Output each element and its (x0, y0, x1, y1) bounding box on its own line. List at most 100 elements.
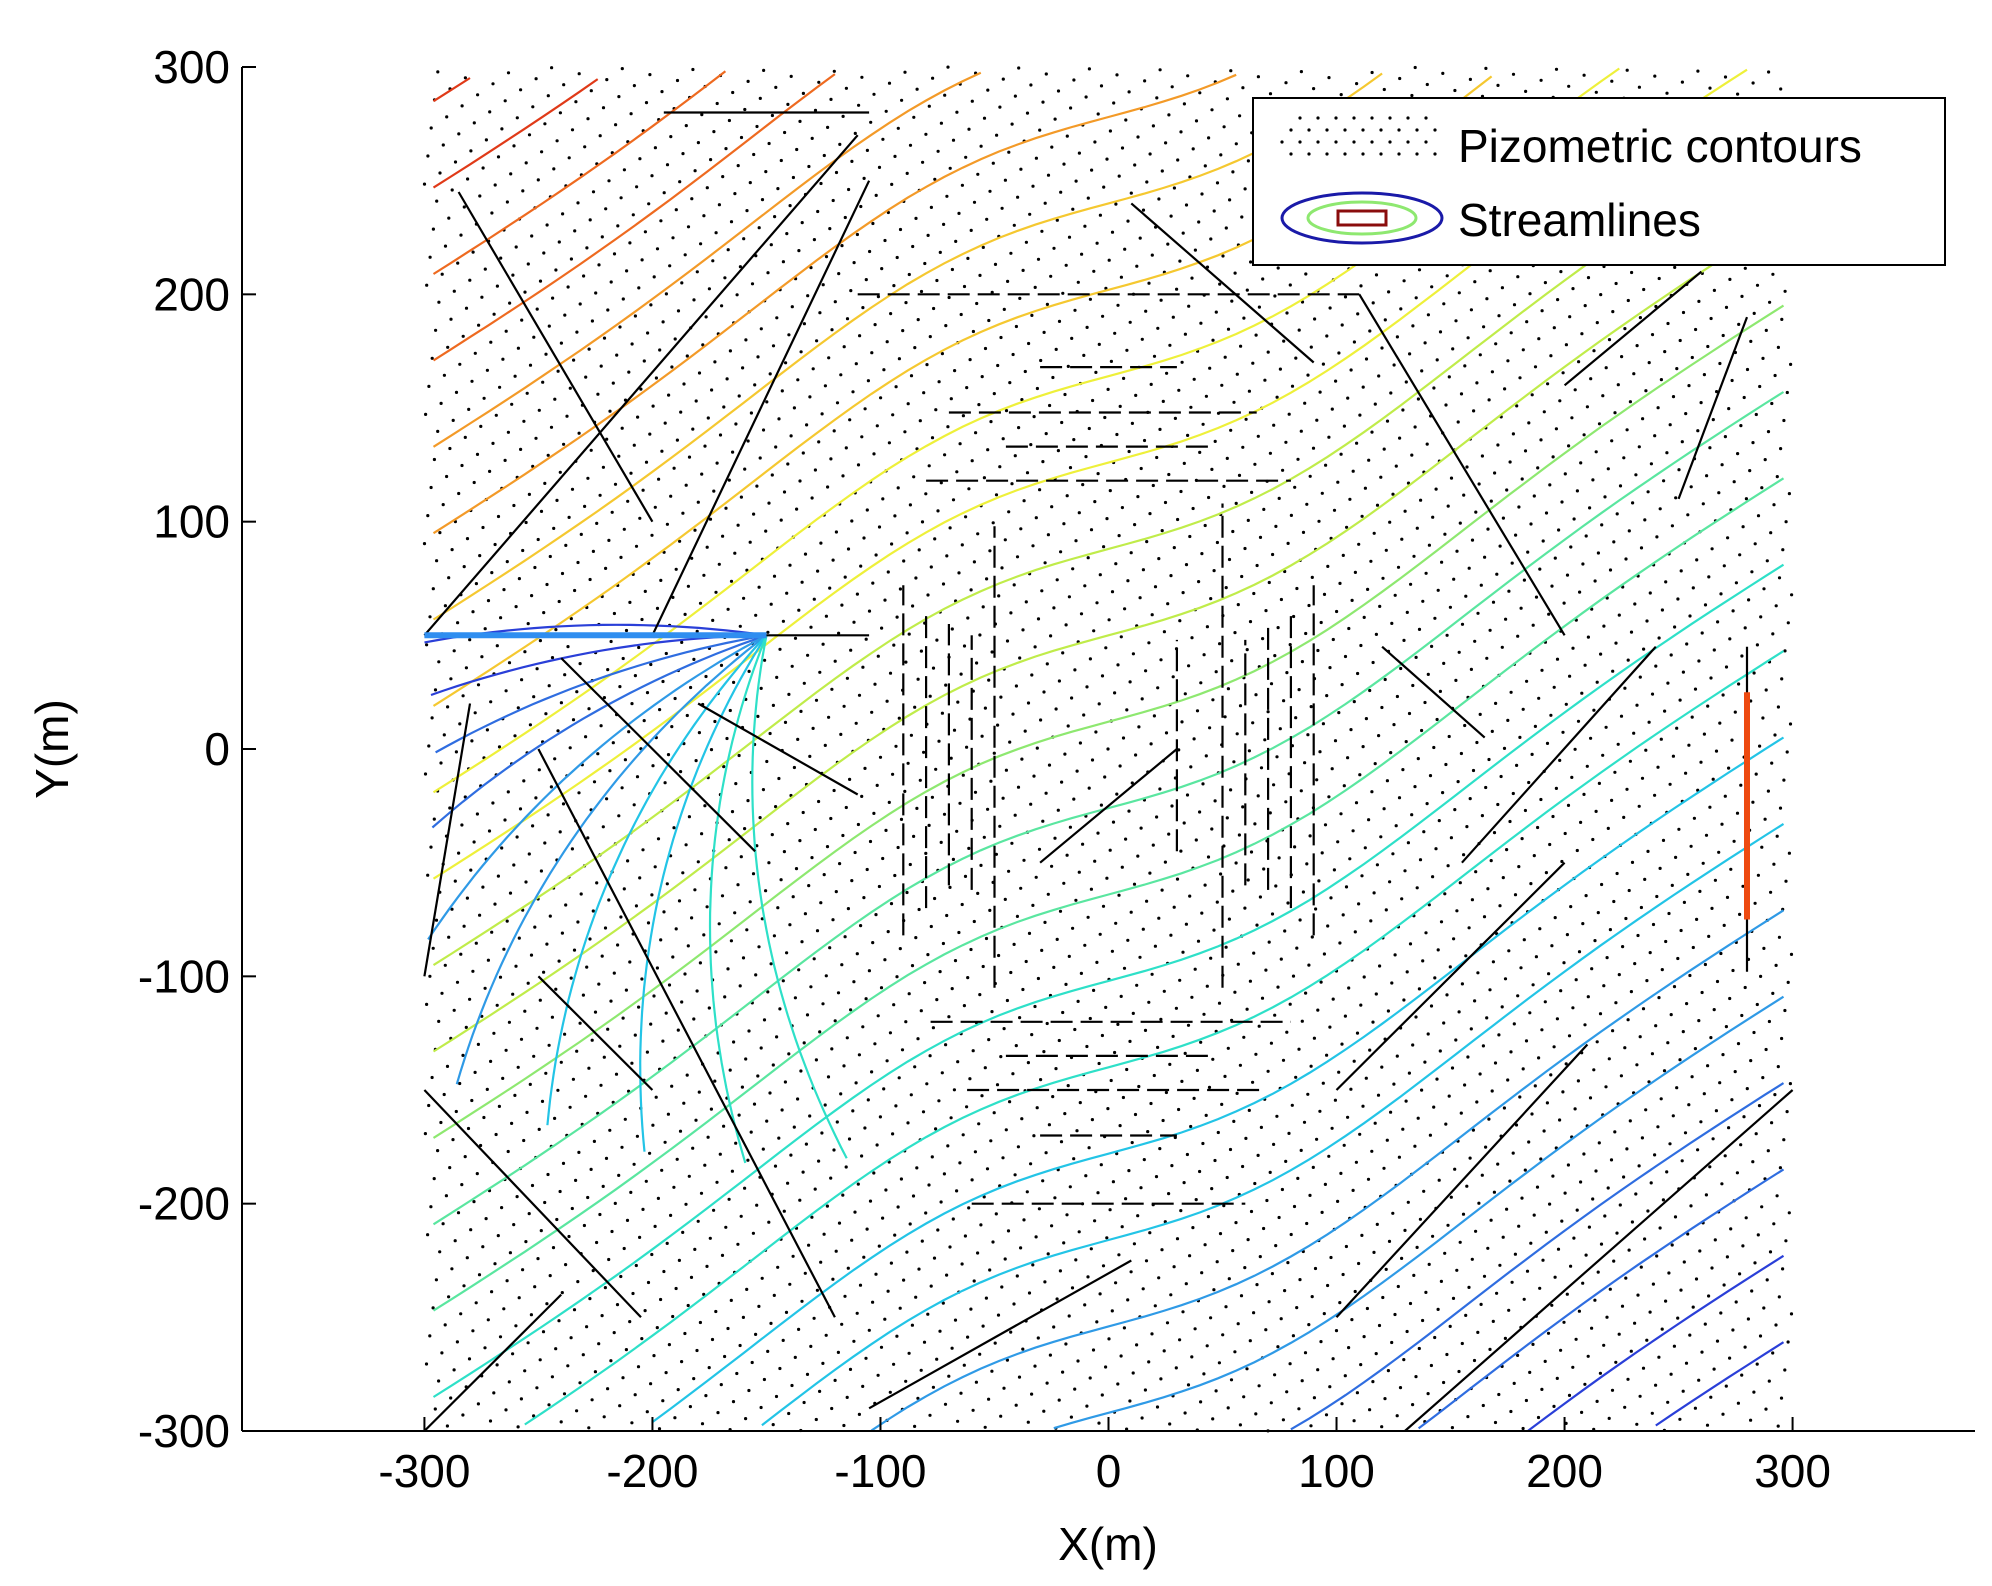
piezometric-dot (958, 1161, 962, 1165)
piezometric-dot (928, 1413, 932, 1417)
y-tick-label: -300 (138, 1405, 230, 1457)
piezometric-dot (715, 1180, 719, 1184)
streamline-fan (751, 635, 848, 1159)
piezometric-dot (934, 408, 938, 412)
piezometric-dot (881, 1216, 885, 1220)
piezometric-dot (742, 237, 746, 241)
piezometric-dot (1545, 1101, 1549, 1105)
piezometric-dot (1171, 315, 1175, 319)
piezometric-dot (1013, 1173, 1017, 1177)
piezometric-dot (490, 571, 494, 575)
piezometric-dot (871, 581, 875, 585)
piezometric-dot (945, 1273, 949, 1277)
piezometric-dot (926, 1312, 930, 1316)
piezometric-dot (702, 573, 706, 577)
piezometric-dot (1144, 1259, 1149, 1263)
piezometric-dot (598, 493, 602, 497)
y-tick-label: 100 (153, 496, 230, 548)
piezometric-dot (996, 1313, 1001, 1317)
piezometric-dot (841, 833, 845, 838)
piezometric-dot (1533, 724, 1537, 729)
piezometric-dot (1517, 865, 1521, 869)
piezometric-dot (439, 761, 443, 765)
piezometric-dot (1315, 418, 1319, 422)
piezometric-dot (1257, 1384, 1261, 1388)
piezometric-dot (1009, 1330, 1013, 1334)
piezometric-dot (1678, 698, 1682, 702)
piezometric-dot (1328, 1385, 1332, 1389)
piezometric-dot (1334, 379, 1338, 383)
piezometric-dot (1211, 1057, 1215, 1061)
piezometric-dot (700, 832, 704, 836)
piezometric-dot (1129, 910, 1133, 914)
piezometric-dot (626, 499, 630, 503)
piezometric-dot (767, 141, 771, 146)
piezometric-dot (1727, 407, 1731, 411)
piezometric-dot (840, 1322, 844, 1326)
piezometric-dot (863, 1126, 867, 1130)
piezometric-dot (1286, 541, 1290, 546)
piezometric-dot (506, 71, 511, 75)
piezometric-dot (983, 706, 988, 710)
piezometric-dot (1203, 1243, 1207, 1247)
piezometric-dot (1509, 690, 1513, 694)
piezometric-dot (1414, 1375, 1418, 1379)
piezometric-dot (488, 1419, 493, 1423)
piezometric-dot (534, 436, 538, 440)
piezometric-dot (1641, 1366, 1646, 1370)
piezometric-dot (553, 397, 557, 401)
piezometric-dot (794, 867, 799, 871)
piezometric-dot (1604, 725, 1608, 729)
piezometric-dot (1515, 763, 1519, 768)
piezometric-dot (1779, 87, 1783, 91)
piezometric-dot (528, 1082, 532, 1086)
piezometric-dot (469, 1228, 473, 1232)
piezometric-dot (1304, 631, 1308, 636)
piezometric-dot (721, 175, 725, 179)
piezometric-dot (1430, 285, 1434, 289)
piezometric-dot (1012, 942, 1016, 947)
piezometric-dot (961, 1133, 965, 1137)
piezometric-dot (1600, 882, 1604, 887)
piezometric-dot (696, 500, 700, 504)
piezometric-dot (1092, 629, 1096, 633)
piezometric-dot (943, 93, 947, 97)
piezometric-dot (1390, 1340, 1394, 1345)
piezometric-dot (1077, 151, 1081, 155)
piezometric-dot (1685, 1002, 1689, 1006)
piezometric-dot (1637, 804, 1641, 808)
piezometric-dot (1027, 1291, 1032, 1295)
piezometric-dot (1666, 1041, 1670, 1045)
piezometric-dot (1660, 968, 1664, 972)
piezometric-dot (489, 700, 493, 704)
piezometric-dot (1347, 986, 1351, 990)
piezometric-dot (563, 1032, 567, 1036)
piezometric-dot (919, 289, 924, 294)
piezometric-dot (799, 1069, 803, 1073)
piezometric-dot (874, 553, 878, 557)
piezometric-dot (1722, 923, 1726, 928)
piezometric-dot (1754, 412, 1758, 417)
piezometric-dot (1512, 303, 1517, 307)
piezometric-dot (1052, 246, 1056, 250)
piezometric-dot (793, 1355, 797, 1359)
piezometric-dot (677, 899, 682, 903)
piezometric-dot (503, 818, 507, 822)
piezometric-dot (1710, 1266, 1714, 1270)
piezometric-dot (1317, 879, 1321, 883)
piezometric-dot (1513, 893, 1518, 897)
piezometric-dot (532, 695, 536, 699)
piezometric-dot (817, 440, 821, 444)
piezometric-dot (1310, 1295, 1314, 1299)
piezometric-dot (1471, 768, 1476, 773)
piezometric-dot (739, 135, 744, 140)
piezometric-dot (1130, 421, 1134, 425)
piezometric-dot (1117, 893, 1121, 897)
piezometric-dot (1118, 1124, 1122, 1128)
piezometric-dot (465, 896, 469, 900)
piezometric-dot (1176, 158, 1180, 162)
piezometric-dot (474, 941, 478, 945)
piezometric-dot (1170, 804, 1174, 808)
piezometric-dot (1209, 237, 1213, 241)
